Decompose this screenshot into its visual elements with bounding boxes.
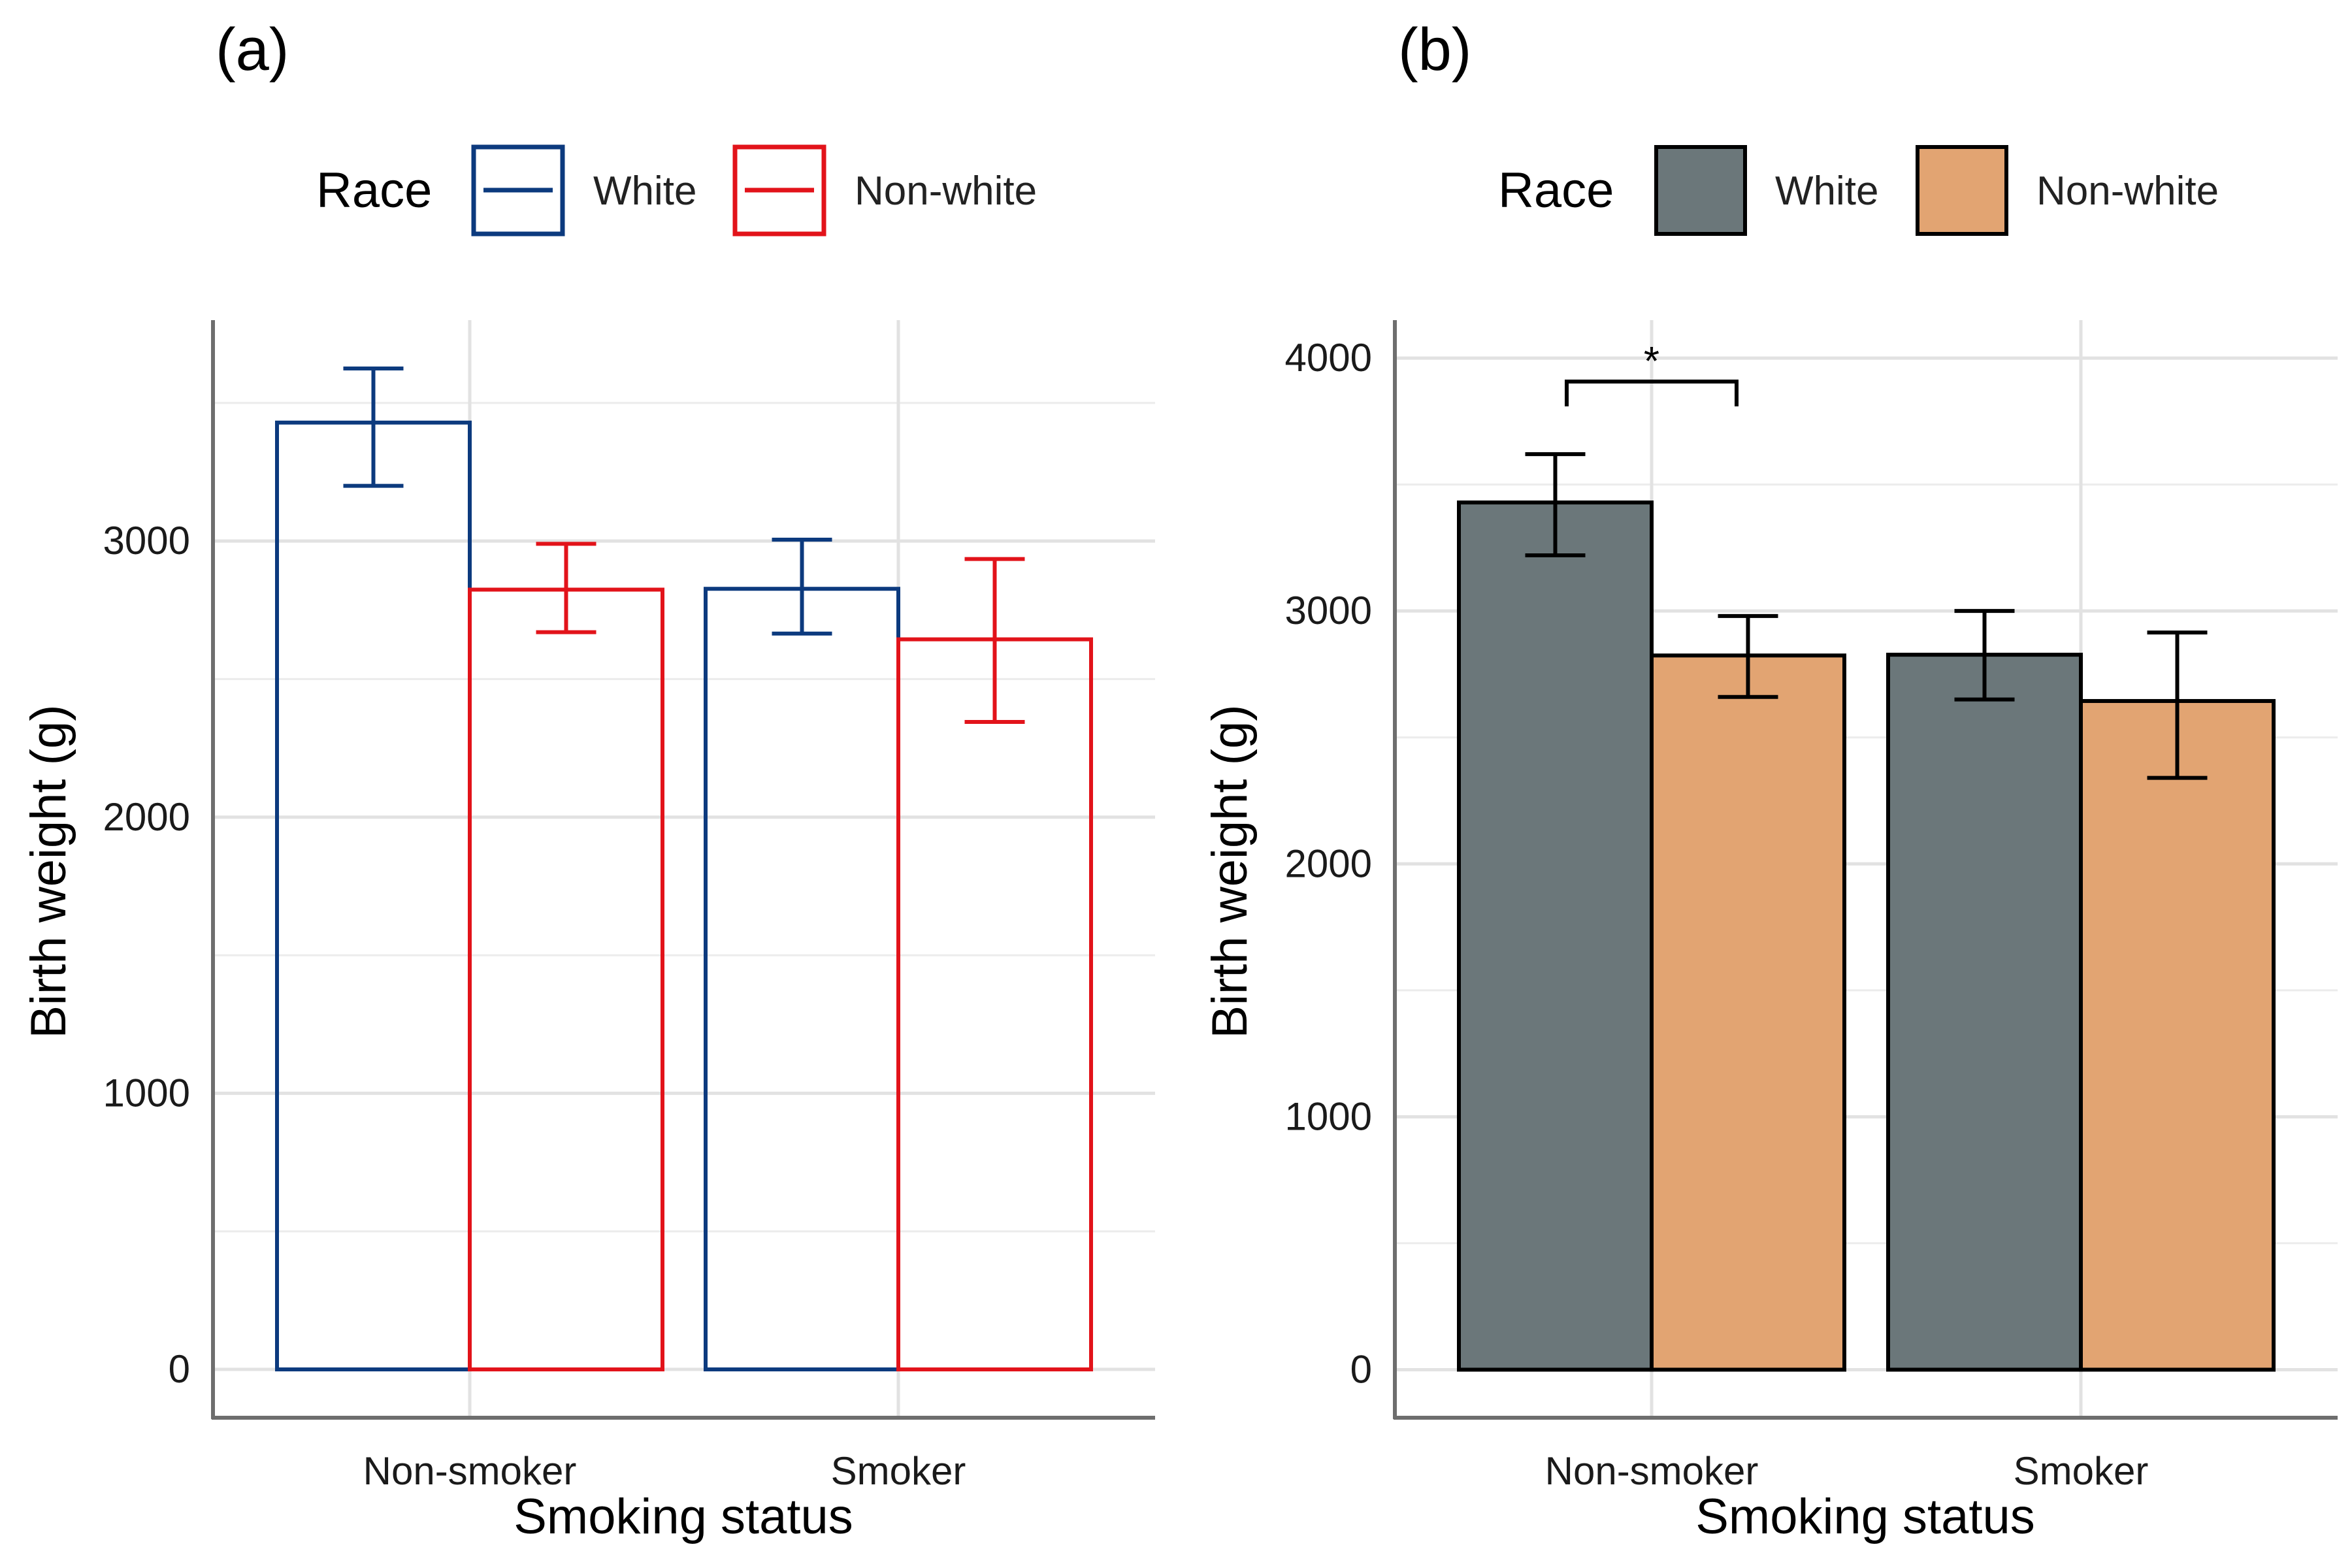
legend-key-nonwhite [1916,145,2008,236]
panel-a: (a) Race White Non-white 0 1000 2000 3000 No… [21,16,1155,1544]
bar-nonwhite-nonsmoker [1650,653,1846,1372]
legend-key-white [1654,145,1747,236]
error-bar [772,538,832,636]
x-axis-title: Smoking status [514,1489,853,1544]
significance-star: * [1644,339,1659,384]
x-tick-label: Smoker [2014,1449,2149,1493]
y-tick-label: 2000 [1285,841,1372,885]
legend-label-white: White [593,169,696,214]
x-tick-label: Smoker [831,1449,966,1493]
plot-area: 0 1000 2000 3000 Non-smoker Smoker [103,320,1155,1493]
panel-label: (b) [1398,16,1471,83]
legend-label-nonwhite: Non-white [2036,169,2219,214]
panel-label: (a) [216,16,289,83]
bar-nonwhite-smoker [2079,698,2276,1372]
significance-bracket [1565,380,1739,406]
error-bar [1718,613,1778,699]
error-bar [536,542,596,634]
y-axis-title: Birth weight (g) [1202,704,1258,1038]
y-tick-label: 1000 [103,1071,190,1115]
x-tick-label: Non-smoker [363,1449,577,1493]
bar-white-nonsmoker [1457,500,1654,1372]
y-tick-label: 4000 [1285,336,1372,380]
y-axis-title: Birth weight (g) [21,704,76,1038]
legend-title: Race [316,163,432,218]
legend: Race White Non-white [1498,145,2219,236]
panel-b: (b) Race White Non-white 0 1000 2000 3000 40… [1202,16,2338,1544]
legend-key-white [471,144,565,237]
error-bar [1525,452,1586,557]
error-bar [1954,609,2015,702]
x-tick-label: Non-smoker [1545,1449,1759,1493]
y-tick-label: 0 [1350,1347,1372,1391]
legend-label-white: White [1775,169,1878,214]
y-tick-label: 1000 [1285,1094,1372,1138]
plot-area: 0 1000 2000 3000 4000 Non-smoker Smoker * [1285,320,2338,1493]
legend-key-nonwhite [732,144,826,237]
error-bar [343,366,404,488]
x-axis-title: Smoking status [1695,1489,2035,1544]
legend-label-nonwhite: Non-white [855,169,1037,214]
y-tick-label: 2000 [103,795,190,839]
error-bar [964,557,1025,724]
error-bar [2147,630,2208,780]
legend: Race White Non-white [316,144,1037,237]
bar-white-smoker [1886,653,2083,1372]
legend-title: Race [1498,163,1614,218]
y-tick-label: 3000 [1285,589,1372,632]
y-tick-label: 3000 [103,519,190,563]
y-tick-label: 0 [169,1347,190,1391]
